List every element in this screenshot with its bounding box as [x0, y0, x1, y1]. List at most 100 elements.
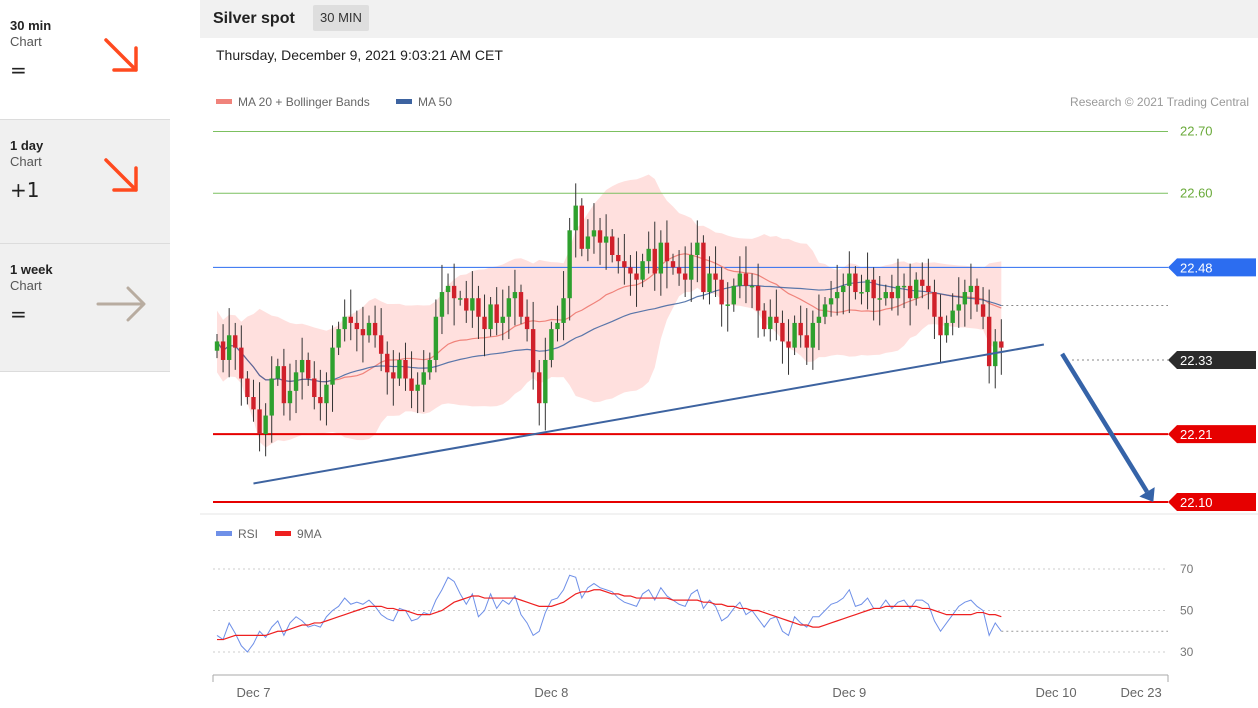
candle-body [822, 304, 828, 317]
candle-body [476, 298, 481, 317]
candle-body [433, 316, 439, 360]
candle-body [713, 273, 718, 280]
candle-body [506, 298, 512, 317]
rsi-legend-label: RSI [238, 527, 258, 541]
x-tick-label: Dec 8 [534, 685, 568, 700]
rsi-legend-swatch [216, 531, 232, 536]
candle-body [652, 248, 657, 274]
candle-body [324, 384, 329, 404]
candle-body [883, 292, 888, 299]
candle-body [299, 359, 305, 373]
candle-body [555, 322, 560, 330]
candle-body [336, 329, 341, 348]
forecast-arrow [1060, 352, 1149, 493]
candle-body [378, 335, 384, 354]
timeframe-1week[interactable]: 1 week Chart = [0, 244, 170, 372]
candle-body [622, 261, 627, 268]
candle-body [944, 322, 949, 336]
candle-body [312, 378, 317, 398]
candle-body [755, 285, 761, 311]
ma50-line [216, 281, 1002, 383]
candle-body [749, 285, 755, 288]
forecast-arrowhead [1139, 487, 1155, 502]
candle-body [421, 372, 426, 385]
candle-body [445, 285, 451, 293]
candle-body [664, 242, 670, 262]
candle-body [920, 279, 925, 286]
candle-body [293, 372, 299, 391]
rsi-tick-label: 30 [1180, 645, 1194, 659]
candle-body [682, 273, 688, 280]
candle-body [220, 341, 226, 360]
candle-body [245, 378, 250, 398]
rsi-legend-swatch [275, 531, 291, 536]
candle-body [214, 341, 220, 351]
candle-body [561, 298, 566, 323]
candle-body [628, 267, 633, 274]
arrow-down-right-icon [104, 158, 138, 192]
rsi-legend-label: 9MA [297, 527, 322, 541]
candle-body [257, 409, 262, 435]
candle-body [427, 359, 432, 373]
candle-body [676, 267, 682, 274]
candle-body [287, 390, 293, 404]
candle-body [725, 304, 730, 306]
rsi-tick-label: 50 [1180, 604, 1194, 618]
candle-body [907, 285, 913, 299]
timeframe-1day[interactable]: 1 day Chart +1 [0, 119, 170, 244]
candle-body [275, 366, 280, 379]
x-tick-label: Dec 23 [1121, 685, 1162, 700]
candle-body [810, 322, 816, 348]
support-label: 22.21 [1180, 427, 1213, 442]
candle-body [537, 372, 542, 404]
candle-body [968, 285, 974, 293]
pivot-label: 22.48 [1180, 260, 1213, 275]
candle-body [251, 397, 256, 410]
x-tick-label: Dec 7 [236, 685, 270, 700]
candle-body [670, 261, 676, 268]
timeframe-label: 1 week [10, 262, 53, 277]
legend-swatch [396, 99, 412, 104]
candle-body [871, 279, 876, 299]
resistance-label: 22.70 [1180, 124, 1213, 139]
candle-body [603, 236, 609, 243]
candle-body [895, 285, 901, 299]
candle-body [524, 316, 530, 330]
candle-body [512, 292, 518, 299]
candle-body [597, 230, 603, 243]
candle-body [798, 322, 803, 336]
arrow-right-icon [96, 286, 146, 322]
bollinger-band [217, 174, 1002, 448]
candle-body [573, 205, 578, 231]
candle-body [500, 316, 505, 323]
candle-body [342, 316, 347, 330]
candle-body [974, 285, 980, 305]
candle-body [281, 366, 287, 404]
candle-body [482, 316, 487, 330]
ma20-line [216, 253, 1002, 383]
candle-body [999, 341, 1004, 348]
support-tag [1168, 493, 1256, 511]
candle-body [415, 384, 420, 391]
candle-body [549, 329, 554, 360]
candle-body [847, 273, 852, 286]
candle-body [233, 335, 238, 348]
candle-body [804, 335, 809, 348]
x-tick-label: Dec 10 [1035, 685, 1076, 700]
candle-body [366, 322, 372, 336]
rsi-ma-line [217, 589, 1002, 641]
candle-body [269, 378, 274, 416]
candle-body [585, 236, 591, 249]
candle-body [409, 378, 414, 391]
timeframe-sub: Chart [10, 154, 42, 169]
support-label: 22.10 [1180, 495, 1213, 510]
instrument-title: Silver spot [213, 10, 295, 27]
candle-body [701, 242, 706, 293]
timeframe-30min[interactable]: 30 min Chart = [0, 0, 170, 125]
candle-body [385, 353, 390, 373]
x-tick-label: Dec 9 [832, 685, 866, 700]
support-tag [1168, 425, 1256, 444]
candle-body [330, 347, 335, 385]
legend-swatch [216, 99, 232, 104]
resistance-label: 22.60 [1180, 185, 1213, 200]
